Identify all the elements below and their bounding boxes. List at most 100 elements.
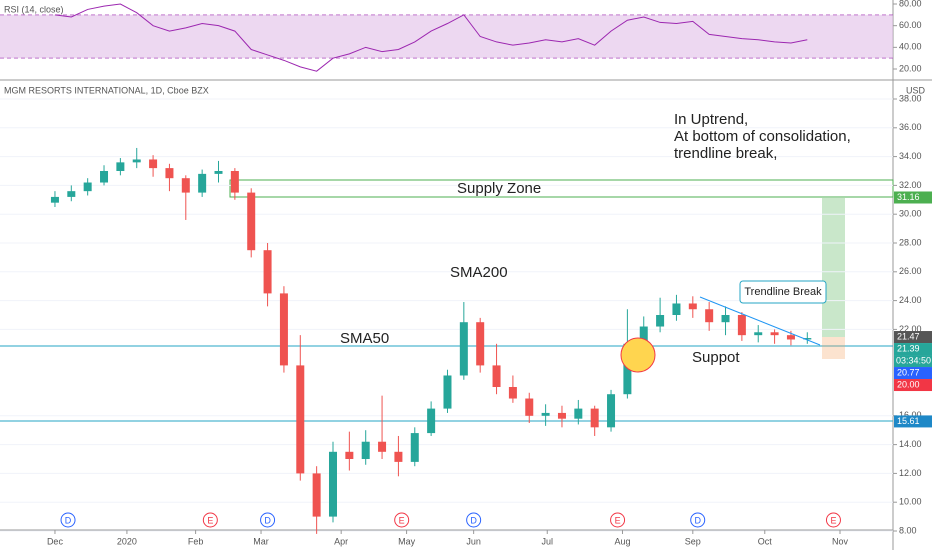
rsi-band — [0, 14, 893, 59]
x-tick-label: 2020 — [117, 536, 137, 546]
countdown: 03:34:50 — [896, 355, 931, 365]
candle-body — [263, 250, 272, 294]
candle-body — [770, 332, 779, 336]
trendline — [699, 296, 821, 346]
supply-label: Supply Zone — [457, 180, 541, 197]
support-circle — [620, 337, 656, 373]
candle-body — [410, 433, 419, 462]
candle-body — [312, 473, 321, 517]
x-tick-label: Nov — [832, 536, 849, 546]
event-marker — [825, 512, 841, 528]
candle-body — [378, 441, 387, 452]
candle-body — [198, 173, 207, 193]
note: trendline break, — [674, 145, 777, 162]
candle-body — [459, 322, 468, 376]
event-marker — [466, 512, 482, 528]
event-marker — [202, 512, 218, 528]
event-label: E — [615, 515, 621, 525]
candle-body — [607, 394, 616, 428]
candle-body — [803, 338, 812, 340]
supply-zone — [229, 179, 894, 198]
event-marker — [60, 512, 76, 528]
candle-body — [67, 191, 76, 197]
y-tick-label: 40.00 — [899, 42, 922, 52]
candle-body — [705, 309, 714, 323]
y-tick-label: 12.00 — [899, 468, 922, 478]
price-tag — [894, 415, 932, 428]
rsi-line — [54, 3, 808, 72]
y-tick-label: 28.00 — [899, 237, 922, 247]
target-zone — [822, 198, 845, 337]
candle-body — [132, 159, 141, 163]
candle-body — [149, 159, 158, 169]
price-tag — [894, 191, 932, 204]
sma50-label: SMA50 — [340, 330, 389, 347]
event-label: D — [65, 515, 72, 525]
candle-body — [623, 343, 632, 395]
countdown-tag — [894, 355, 932, 368]
stop-zone — [822, 337, 845, 359]
price-tag-label: 15.61 — [897, 416, 920, 426]
candle-body — [656, 315, 665, 327]
y-tick-label: 24.00 — [899, 295, 922, 305]
price-tag — [894, 331, 932, 344]
candle-body — [279, 293, 288, 366]
candle-body — [100, 170, 109, 183]
candle-body — [525, 398, 534, 416]
x-tick-label: Aug — [614, 536, 630, 546]
event-label: D — [264, 515, 271, 525]
event-label: E — [399, 515, 405, 525]
price-tag-label: 21.47 — [897, 331, 920, 341]
event-marker — [260, 512, 276, 528]
note: In Uptrend, — [674, 111, 748, 128]
candle-body — [345, 451, 354, 460]
rsi-title: RSI (14, close) — [4, 4, 64, 14]
y-tick-label: 20.00 — [899, 63, 922, 73]
price-title: MGM RESORTS INTERNATIONAL, 1D, Cboe BZX — [4, 85, 209, 95]
y-tick-label: 36.00 — [899, 122, 922, 132]
x-tick-label: May — [398, 536, 416, 546]
x-tick-label: Feb — [188, 536, 204, 546]
y-tick-label: 32.00 — [899, 180, 922, 190]
candle-body — [361, 441, 370, 460]
candle-body — [214, 170, 223, 174]
candle-body — [427, 408, 436, 434]
candle-body — [672, 303, 681, 316]
x-tick-label: Oct — [758, 536, 773, 546]
y-tick-label: 60.00 — [899, 20, 922, 30]
candle-body — [541, 412, 550, 416]
sma200-label: SMA200 — [450, 264, 508, 281]
price-tag — [894, 379, 932, 392]
price-tag-label: 31.16 — [897, 192, 920, 202]
candle-body — [754, 332, 763, 336]
y-tick-label: 8.00 — [899, 525, 917, 535]
candle-body — [688, 303, 697, 310]
support-label: Suppot — [692, 349, 740, 366]
candle-body — [230, 170, 239, 193]
y-tick-label: 22.00 — [899, 324, 922, 334]
x-tick-label: Jul — [541, 536, 553, 546]
candle-body — [737, 315, 746, 336]
candle-body — [394, 451, 403, 462]
candle-body — [443, 375, 452, 409]
event-label: D — [694, 515, 701, 525]
candle-body — [116, 162, 125, 171]
candle-body — [328, 451, 337, 517]
candle-body — [476, 322, 485, 366]
candle-body — [247, 192, 256, 251]
candle-body — [50, 196, 59, 203]
candle-body — [721, 315, 730, 323]
price-tag — [894, 343, 932, 356]
candle-body — [296, 365, 305, 474]
price-tag-label: 21.39 — [897, 343, 920, 353]
price-tag — [894, 367, 932, 380]
y-tick-label: 16.00 — [899, 410, 922, 420]
x-tick-label: Apr — [334, 536, 348, 546]
y-tick-label: 26.00 — [899, 266, 922, 276]
price-tag-label: 20.00 — [897, 379, 920, 389]
x-tick-label: Jun — [466, 536, 481, 546]
x-tick-label: Sep — [685, 536, 701, 546]
candle-body — [508, 387, 517, 399]
